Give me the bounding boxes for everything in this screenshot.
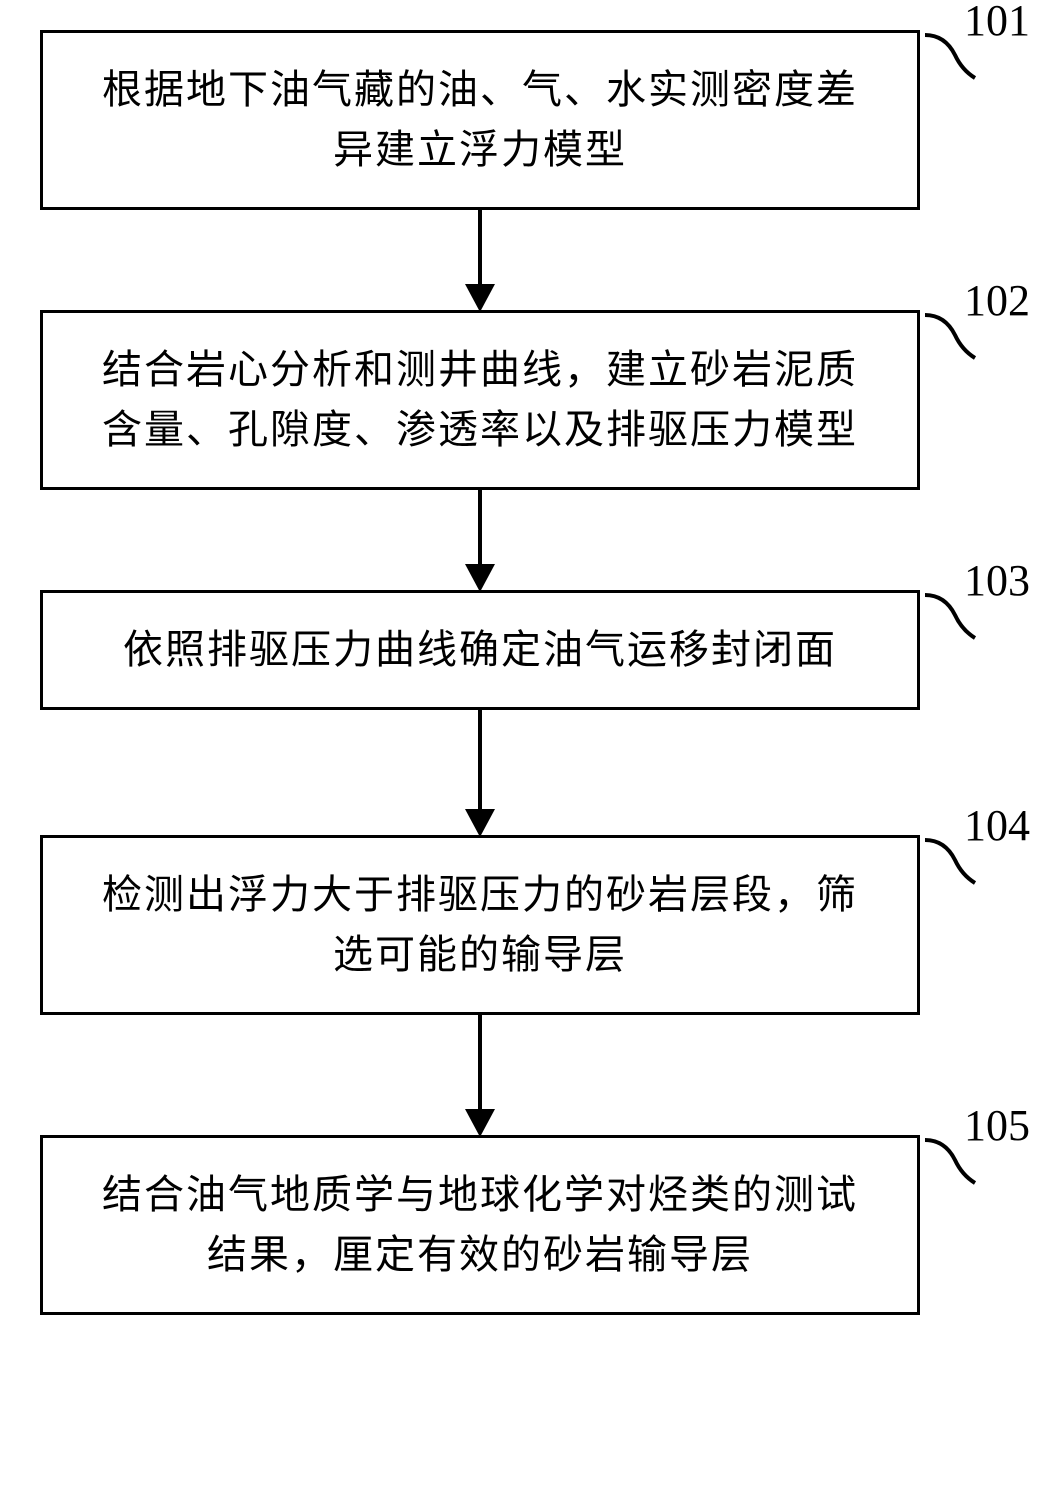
arrow-2-line xyxy=(478,490,482,565)
flowchart-container: 101 根据地下油气藏的油、气、水实测密度差异建立浮力模型 102 结合岩心分析… xyxy=(40,30,1010,1315)
arrow-1 xyxy=(478,210,482,310)
step-101-box: 根据地下油气藏的油、气、水实测密度差异建立浮力模型 xyxy=(40,30,920,210)
step-104-box: 检测出浮力大于排驱压力的砂岩层段，筛选可能的输导层 xyxy=(40,835,920,1015)
arrow-4 xyxy=(478,1015,482,1135)
step-105-text: 结合油气地质学与地球化学对烃类的测试结果，厘定有效的砂岩输导层 xyxy=(83,1165,877,1285)
arrow-3 xyxy=(478,710,482,835)
arrow-1-container xyxy=(40,210,920,310)
step-104-text: 检测出浮力大于排驱压力的砂岩层段，筛选可能的输导层 xyxy=(83,865,877,985)
step-103-container: 103 依照排驱压力曲线确定油气运移封闭面 xyxy=(40,590,1010,710)
arrow-4-head xyxy=(465,1109,495,1137)
arrow-2-head xyxy=(465,564,495,592)
arrow-3-container xyxy=(40,710,920,835)
arrow-4-line xyxy=(478,1015,482,1110)
arrow-3-line xyxy=(478,710,482,810)
arrow-1-line xyxy=(478,210,482,285)
label-curve-103 xyxy=(920,590,980,645)
arrow-4-container xyxy=(40,1015,920,1135)
step-101-container: 101 根据地下油气藏的油、气、水实测密度差异建立浮力模型 xyxy=(40,30,1010,210)
step-105-box: 结合油气地质学与地球化学对烃类的测试结果，厘定有效的砂岩输导层 xyxy=(40,1135,920,1315)
label-curve-101 xyxy=(920,30,980,85)
arrow-2 xyxy=(478,490,482,590)
step-105-container: 105 结合油气地质学与地球化学对烃类的测试结果，厘定有效的砂岩输导层 xyxy=(40,1135,1010,1315)
label-curve-102 xyxy=(920,310,980,365)
step-102-box: 结合岩心分析和测井曲线，建立砂岩泥质含量、孔隙度、渗透率以及排驱压力模型 xyxy=(40,310,920,490)
label-curve-104 xyxy=(920,835,980,890)
step-103-text: 依照排驱压力曲线确定油气运移封闭面 xyxy=(123,620,837,680)
step-104-container: 104 检测出浮力大于排驱压力的砂岩层段，筛选可能的输导层 xyxy=(40,835,1010,1015)
arrow-1-head xyxy=(465,284,495,312)
step-101-text: 根据地下油气藏的油、气、水实测密度差异建立浮力模型 xyxy=(83,60,877,180)
step-102-text: 结合岩心分析和测井曲线，建立砂岩泥质含量、孔隙度、渗透率以及排驱压力模型 xyxy=(83,340,877,460)
arrow-2-container xyxy=(40,490,920,590)
label-curve-105 xyxy=(920,1135,980,1190)
step-102-container: 102 结合岩心分析和测井曲线，建立砂岩泥质含量、孔隙度、渗透率以及排驱压力模型 xyxy=(40,310,1010,490)
step-103-box: 依照排驱压力曲线确定油气运移封闭面 xyxy=(40,590,920,710)
arrow-3-head xyxy=(465,809,495,837)
